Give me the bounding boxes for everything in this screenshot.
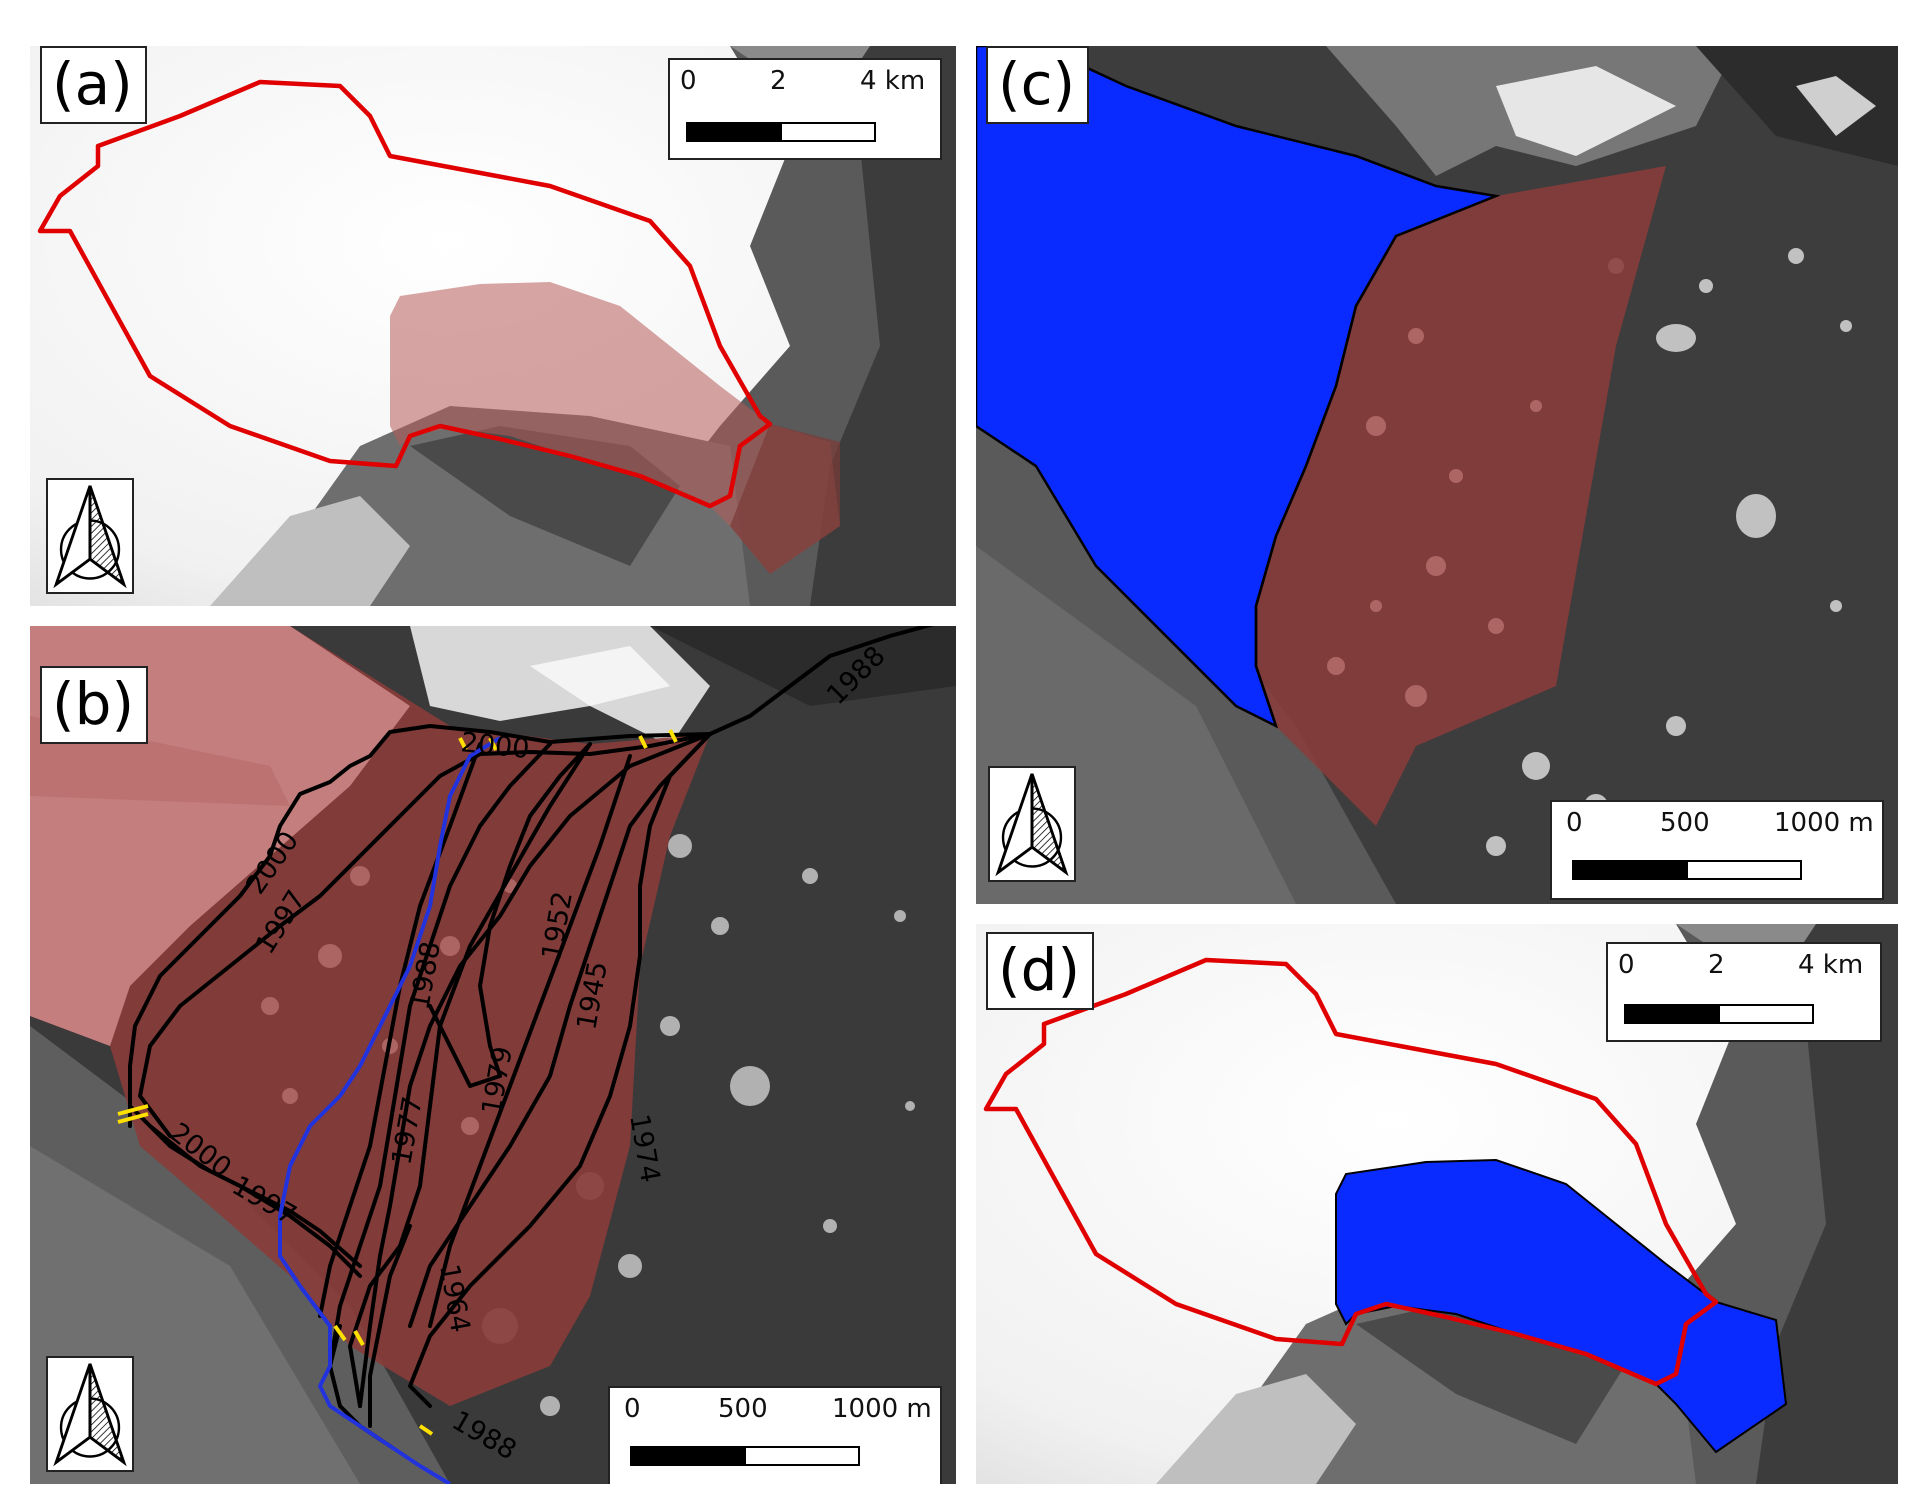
front-2000-top [128, 724, 712, 1128]
scale-bar-empty [1718, 1004, 1814, 1024]
panel-b-label: (b) [40, 666, 149, 744]
scale-bar-empty [1686, 860, 1802, 880]
label-2000-top: 2000 [459, 727, 531, 765]
panel-c-map [976, 46, 1898, 904]
scale-bar-empty [744, 1446, 860, 1466]
panel-b-north-arrow [46, 1356, 134, 1472]
front-1988-blue [278, 736, 502, 1484]
panel-c: (c) 0 500 1000 m [976, 46, 1898, 904]
scale-bar-filled [686, 122, 782, 142]
front-1979 [428, 742, 592, 1088]
north-arrow-icon [48, 1358, 132, 1470]
scale-tick-end: 1000 m [832, 1394, 932, 1424]
scale-tick-0: 0 [1566, 808, 1583, 838]
panel-c-label: (c) [986, 46, 1090, 124]
glacier-area [390, 282, 840, 574]
panel-c-scale-bar: 0 500 1000 m [1550, 800, 1884, 900]
front-1974 [408, 732, 712, 1408]
panel-d-label: (d) [986, 932, 1095, 1010]
glacier-area [1256, 166, 1666, 826]
front-1977 [328, 742, 552, 1368]
front-1952 [358, 732, 712, 1408]
panel-a: (a) 0 2 4 km [30, 46, 956, 606]
scale-bar-filled [630, 1446, 746, 1466]
scale-tick-end: 4 km [860, 66, 926, 96]
scale-tick-mid: 2 [1708, 950, 1725, 980]
basin-outline [37, 79, 773, 509]
panel-b-map: 2000 1988 2000 1997 1952 1945 1988 1979 … [30, 626, 956, 1484]
scale-tick-mid: 500 [718, 1394, 768, 1424]
front-tangle-b [428, 754, 632, 1328]
front-1997 [138, 732, 712, 1138]
scale-bar-empty [780, 122, 876, 142]
front-1988-ne [708, 626, 935, 736]
scale-tick-end: 1000 m [1774, 808, 1874, 838]
front-tangle-c [368, 1224, 412, 1428]
panel-c-north-arrow [988, 766, 1076, 882]
north-arrow-icon [48, 480, 132, 592]
scale-tick-mid: 500 [1660, 808, 1710, 838]
scale-tick-end: 4 km [1798, 950, 1864, 980]
panel-d-map [976, 924, 1898, 1484]
panel-d: (d) 0 2 4 km [976, 924, 1898, 1484]
panel-a-scale-bar: 0 2 4 km [668, 58, 942, 160]
basin-outline [983, 957, 1719, 1387]
scale-tick-0: 0 [680, 66, 697, 96]
scale-bar-filled [1624, 1004, 1720, 1024]
scale-tick-mid: 2 [770, 66, 787, 96]
panel-a-north-arrow [46, 478, 134, 594]
north-arrow-icon [990, 768, 1074, 880]
scale-tick-0: 0 [624, 1394, 641, 1424]
panel-a-label: (a) [40, 46, 147, 124]
panel-b: 2000 1988 2000 1997 1952 1945 1988 1979 … [30, 626, 956, 1484]
panel-d-scale-bar: 0 2 4 km [1606, 942, 1882, 1042]
scale-bar-filled [1572, 860, 1688, 880]
panel-b-scale-bar: 0 500 1000 m [608, 1386, 942, 1484]
front-1964 [348, 742, 592, 1408]
scale-tick-0: 0 [1618, 950, 1635, 980]
